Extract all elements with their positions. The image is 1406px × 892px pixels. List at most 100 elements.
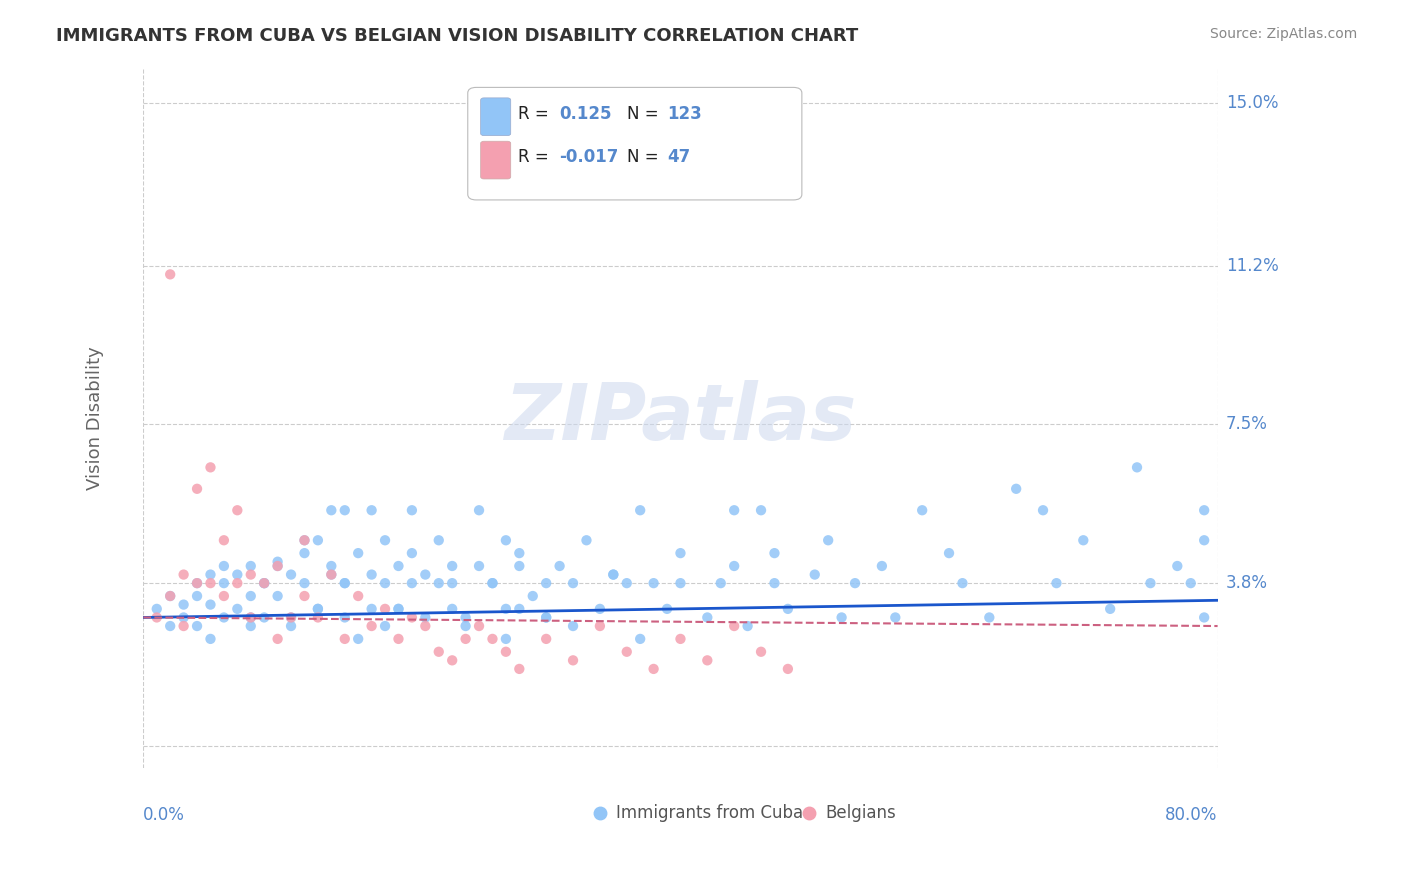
Point bbox=[321, 503, 343, 517]
Point bbox=[307, 533, 329, 548]
Point bbox=[212, 589, 235, 603]
Point bbox=[696, 610, 718, 624]
Point bbox=[468, 503, 491, 517]
Point bbox=[280, 610, 302, 624]
Text: 47: 47 bbox=[668, 148, 690, 166]
Point bbox=[427, 533, 450, 548]
Point bbox=[454, 632, 477, 646]
Text: 11.2%: 11.2% bbox=[1226, 257, 1278, 275]
Point bbox=[294, 589, 316, 603]
Point bbox=[454, 610, 477, 624]
Text: 80.0%: 80.0% bbox=[1166, 806, 1218, 824]
Point bbox=[280, 610, 302, 624]
Point bbox=[253, 576, 276, 591]
Point bbox=[173, 567, 195, 582]
Point bbox=[200, 598, 222, 612]
Point bbox=[415, 619, 437, 633]
Point bbox=[266, 555, 288, 569]
Point bbox=[200, 567, 222, 582]
Point bbox=[266, 559, 288, 574]
Point bbox=[226, 602, 249, 616]
Point bbox=[481, 632, 503, 646]
Point bbox=[294, 546, 316, 560]
Point bbox=[239, 559, 262, 574]
Point bbox=[159, 589, 181, 603]
Point bbox=[253, 576, 276, 591]
Point bbox=[200, 632, 222, 646]
Point bbox=[333, 576, 356, 591]
Point bbox=[212, 559, 235, 574]
Point bbox=[441, 602, 464, 616]
Point bbox=[508, 559, 530, 574]
Point bbox=[427, 576, 450, 591]
Point bbox=[938, 546, 960, 560]
Point bbox=[266, 559, 288, 574]
Text: N =: N = bbox=[627, 148, 664, 166]
Point bbox=[495, 533, 517, 548]
Point bbox=[173, 610, 195, 624]
Text: 15.0%: 15.0% bbox=[1226, 94, 1278, 112]
FancyBboxPatch shape bbox=[468, 87, 801, 200]
Point bbox=[911, 503, 934, 517]
Point bbox=[374, 602, 396, 616]
Point bbox=[333, 503, 356, 517]
Point bbox=[239, 619, 262, 633]
Point bbox=[173, 619, 195, 633]
Point bbox=[548, 559, 571, 574]
Point bbox=[844, 576, 866, 591]
Text: 123: 123 bbox=[668, 105, 703, 123]
Text: 0.125: 0.125 bbox=[560, 105, 612, 123]
Point bbox=[307, 610, 329, 624]
Point bbox=[952, 576, 974, 591]
Point bbox=[870, 559, 893, 574]
Point bbox=[226, 503, 249, 517]
Point bbox=[226, 576, 249, 591]
Point bbox=[374, 619, 396, 633]
Point bbox=[669, 546, 692, 560]
Point bbox=[522, 589, 544, 603]
Point bbox=[333, 610, 356, 624]
Text: 3.8%: 3.8% bbox=[1226, 574, 1268, 592]
Point bbox=[454, 619, 477, 633]
Point bbox=[186, 619, 208, 633]
Point bbox=[1126, 460, 1149, 475]
Point bbox=[534, 610, 557, 624]
Point bbox=[481, 576, 503, 591]
Point bbox=[307, 602, 329, 616]
Point bbox=[347, 546, 370, 560]
Point bbox=[776, 602, 799, 616]
Text: 0.0%: 0.0% bbox=[143, 806, 186, 824]
Point bbox=[441, 576, 464, 591]
Point bbox=[508, 662, 530, 676]
Point bbox=[495, 632, 517, 646]
Point bbox=[401, 576, 423, 591]
Point bbox=[253, 610, 276, 624]
Text: Immigrants from Cuba: Immigrants from Cuba bbox=[616, 804, 803, 822]
Point bbox=[360, 602, 382, 616]
Point bbox=[360, 503, 382, 517]
Text: 7.5%: 7.5% bbox=[1226, 416, 1268, 434]
Point bbox=[602, 567, 624, 582]
Point bbox=[200, 576, 222, 591]
Point bbox=[186, 482, 208, 496]
Point bbox=[589, 602, 612, 616]
Point bbox=[1045, 576, 1067, 591]
Point bbox=[723, 619, 745, 633]
Point bbox=[1192, 533, 1215, 548]
Point bbox=[710, 576, 733, 591]
Point bbox=[159, 619, 181, 633]
Point bbox=[1166, 559, 1188, 574]
Point bbox=[347, 632, 370, 646]
Point bbox=[212, 576, 235, 591]
Point bbox=[669, 632, 692, 646]
Point bbox=[562, 653, 585, 667]
Point bbox=[763, 546, 786, 560]
Point bbox=[575, 533, 598, 548]
Point bbox=[387, 602, 409, 616]
Point bbox=[534, 576, 557, 591]
Point bbox=[212, 533, 235, 548]
Point bbox=[602, 567, 624, 582]
Point bbox=[723, 559, 745, 574]
Point bbox=[776, 662, 799, 676]
Point bbox=[495, 645, 517, 659]
